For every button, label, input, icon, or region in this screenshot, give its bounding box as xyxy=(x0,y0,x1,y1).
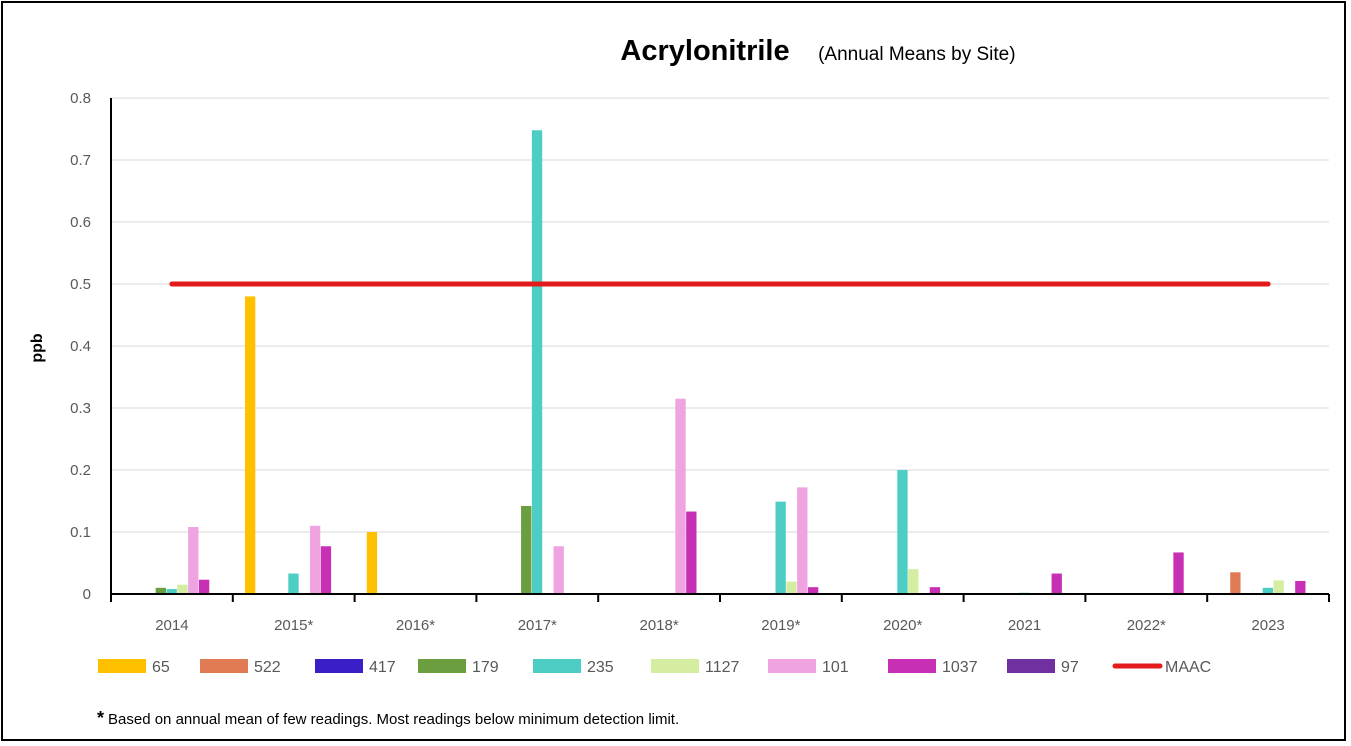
y-tick-label: 0 xyxy=(83,586,91,603)
x-tick-label: 2019* xyxy=(761,617,800,634)
y-tick-label: 0.7 xyxy=(70,152,91,169)
x-tick-label: 2023 xyxy=(1251,617,1284,634)
legend-label-417: 417 xyxy=(369,659,396,676)
x-tick-label: 2014 xyxy=(155,617,188,634)
bar-1037-2018* xyxy=(686,511,697,594)
legend-swatch-1127 xyxy=(651,659,699,673)
y-tick-label: 0.6 xyxy=(70,214,91,231)
bar-235-2015* xyxy=(288,573,299,594)
footnote: * Based on annual mean of few readings. M… xyxy=(97,708,679,729)
bar-1037-2023 xyxy=(1295,580,1306,594)
legend-label-1037: 1037 xyxy=(942,659,978,676)
bar-1127-2019* xyxy=(786,581,797,594)
bar-235-2017* xyxy=(531,130,543,594)
bar-179-2014 xyxy=(155,587,166,594)
gridlines xyxy=(111,97,1329,533)
legend-swatch-235 xyxy=(533,659,581,673)
axes xyxy=(110,98,1330,602)
legend-label-179: 179 xyxy=(472,659,499,676)
bar-65-2015* xyxy=(244,296,256,594)
legend-label-97: 97 xyxy=(1061,659,1079,676)
bar-1127-2014 xyxy=(177,584,188,594)
y-tick-labels: 0 0.1 0.2 0.3 0.4 0.5 0.6 0.7 0.8 xyxy=(70,90,91,603)
chart-title-main: Acrylonitrile xyxy=(620,35,789,67)
legend-label-235: 235 xyxy=(587,659,614,676)
legend-label-1127: 1127 xyxy=(705,659,740,676)
bar-235-2019* xyxy=(775,501,786,594)
bar-101-2018* xyxy=(675,398,686,594)
y-axis-label: ppb xyxy=(29,333,46,363)
y-tick-label: 0.2 xyxy=(70,462,91,479)
bar-101-2019* xyxy=(797,487,808,594)
bar-101-2017* xyxy=(553,546,564,594)
legend-label-65: 65 xyxy=(152,659,170,676)
legend-swatch-179 xyxy=(418,659,466,673)
bar-1037-2020* xyxy=(929,587,941,594)
bar-1127-2023 xyxy=(1273,580,1284,594)
bar-1037-2014 xyxy=(198,579,210,594)
footnote-star: * xyxy=(97,708,105,728)
y-tick-label: 0.3 xyxy=(70,400,91,417)
bar-179-2017* xyxy=(521,505,532,594)
legend-swatch-522 xyxy=(200,659,248,673)
bar-1127-2020* xyxy=(908,569,919,594)
x-tick-label: 2021 xyxy=(1008,617,1041,634)
legend-swatch-1037 xyxy=(888,659,936,673)
bars xyxy=(155,130,1306,594)
y-tick-label: 0.4 xyxy=(70,338,91,355)
bar-101-2015* xyxy=(309,525,321,594)
x-tick-label: 2017* xyxy=(518,617,557,634)
chart-title: Acrylonitrile (Annual Means by Site) xyxy=(620,35,1015,67)
bar-1037-2019* xyxy=(807,587,819,594)
bar-1037-2022* xyxy=(1173,552,1184,594)
x-tick-labels: 2014 2015* 2016* 2017* 2018* 2019* 2020* 2021 20… xyxy=(155,617,1285,634)
y-tick-label: 0.8 xyxy=(70,90,91,107)
bar-1037-2021 xyxy=(1051,573,1062,594)
legend-label-522: 522 xyxy=(254,659,281,676)
x-tick-label: 2016* xyxy=(396,617,435,634)
bar-235-2020* xyxy=(897,470,908,594)
bar-522-2023 xyxy=(1230,572,1241,594)
bar-1037-2015* xyxy=(320,546,332,594)
y-tick-label: 0.5 xyxy=(70,276,91,293)
legend-swatch-101 xyxy=(768,659,816,673)
y-tick-label: 0.1 xyxy=(70,524,91,541)
legend-label-101: 101 xyxy=(822,659,849,676)
legend: 65 522 417 179 235 1127 101 1037 97 MAAC xyxy=(98,659,1211,676)
bar-235-2023 xyxy=(1262,587,1274,594)
bar-65-2016* xyxy=(366,532,378,594)
legend-swatch-65 xyxy=(98,659,146,673)
footnote-text: Based on annual mean of few readings. Mo… xyxy=(108,711,680,728)
x-tick-label: 2022* xyxy=(1127,617,1166,634)
legend-label-MAAC: MAAC xyxy=(1165,659,1211,676)
legend-swatch-97 xyxy=(1007,659,1055,673)
x-tick-label: 2020* xyxy=(883,617,922,634)
legend-swatch-417 xyxy=(315,659,363,673)
x-tick-label: 2015* xyxy=(274,617,313,634)
bar-chart: 0 0.1 0.2 0.3 0.4 0.5 0.6 0.7 0.8 2014 2015* 2016*… xyxy=(29,35,1330,676)
bar-101-2014 xyxy=(188,527,199,594)
bar-235-2014 xyxy=(166,589,177,594)
x-tick-label: 2018* xyxy=(639,617,678,634)
chart-subtitle: (Annual Means by Site) xyxy=(818,44,1016,65)
